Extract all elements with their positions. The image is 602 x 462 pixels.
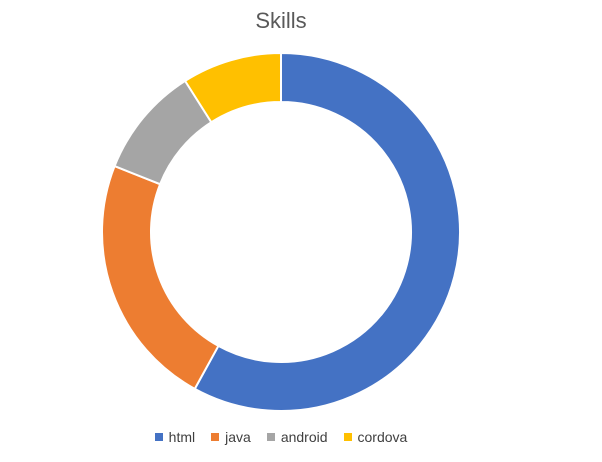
legend: html java android cordova (0, 429, 562, 445)
legend-item-cordova: cordova (343, 429, 408, 445)
legend-item-android: android (266, 429, 328, 445)
donut-slice-cordova (183, 51, 282, 124)
legend-label-java: java (225, 429, 251, 445)
legend-label-cordova: cordova (357, 429, 408, 445)
legend-swatch-html (154, 433, 163, 441)
legend-swatch-cordova (343, 433, 352, 441)
donut-slice-java (101, 164, 220, 391)
legend-label-html: html (168, 429, 196, 445)
legend-label-android: android (280, 429, 328, 445)
legend-item-java: java (211, 429, 251, 445)
legend-swatch-android (266, 433, 275, 441)
legend-item-html: html (154, 429, 196, 445)
legend-swatch-java (211, 433, 220, 441)
donut-slice-html (193, 51, 461, 412)
chart-title: Skills (255, 8, 307, 33)
